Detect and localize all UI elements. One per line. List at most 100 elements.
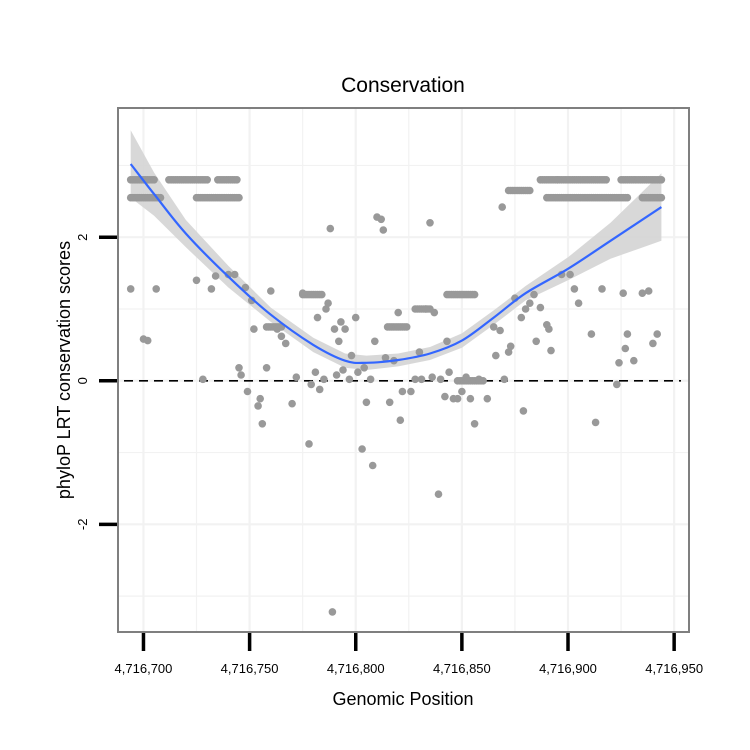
- data-point: [247, 296, 256, 305]
- data-point: [602, 176, 610, 184]
- data-point: [396, 416, 405, 425]
- data-point: [466, 394, 475, 403]
- data-point: [398, 387, 407, 396]
- data-point: [496, 326, 504, 335]
- data-point: [322, 305, 330, 313]
- data-point: [360, 364, 369, 372]
- data-point: [273, 325, 282, 333]
- data-point: [332, 371, 341, 379]
- chart-title: Conservation: [341, 74, 465, 97]
- data-point: [292, 373, 301, 382]
- data-point: [237, 371, 245, 379]
- data-point: [521, 305, 530, 313]
- x-tick-label: 4,716,850: [433, 661, 491, 676]
- plot-border: [117, 107, 690, 633]
- data-point: [417, 375, 426, 384]
- data-point: [458, 387, 466, 396]
- data-point: [254, 402, 262, 410]
- data-point: [126, 285, 135, 293]
- x-axis-title: Genomic Position: [332, 689, 473, 709]
- data-point: [532, 337, 540, 346]
- data-points: [126, 176, 666, 616]
- data-point: [530, 290, 538, 299]
- data-point: [630, 356, 638, 365]
- data-point: [483, 394, 492, 403]
- data-point: [235, 193, 243, 202]
- plot-panel: [118, 108, 689, 632]
- data-point: [311, 368, 320, 377]
- data-point: [281, 339, 290, 348]
- data-point: [462, 373, 470, 382]
- data-point: [324, 299, 332, 308]
- data-point: [470, 290, 479, 299]
- data-point: [402, 323, 411, 331]
- data-point: [341, 325, 349, 333]
- data-point: [547, 346, 555, 355]
- data-point: [536, 303, 545, 312]
- data-point: [517, 313, 526, 322]
- data-point: [489, 323, 498, 331]
- data-point: [150, 176, 158, 184]
- data-point: [621, 344, 630, 353]
- data-point: [574, 299, 583, 308]
- data-point: [305, 440, 313, 448]
- data-point: [436, 375, 445, 384]
- data-point: [233, 176, 241, 184]
- y-axis: -2 0 2: [75, 234, 117, 531]
- data-point: [434, 490, 443, 499]
- data-point: [470, 420, 479, 428]
- data-point: [207, 285, 216, 293]
- data-point: [504, 348, 513, 356]
- x-tick-label: 4,716,750: [221, 661, 279, 676]
- data-point: [313, 313, 322, 322]
- data-point: [143, 336, 152, 345]
- data-point: [587, 330, 596, 338]
- smooth-curve: [129, 163, 663, 365]
- data-point: [328, 608, 337, 616]
- data-point: [351, 313, 360, 322]
- data-point: [315, 385, 324, 394]
- data-point: [644, 287, 653, 295]
- data-point: [426, 219, 434, 227]
- data-point: [211, 272, 220, 280]
- y-axis-title: phyloP LRT conservation scores: [54, 241, 74, 499]
- data-point: [598, 285, 606, 293]
- data-point: [407, 387, 415, 396]
- data-point: [498, 203, 507, 211]
- data-point: [619, 289, 627, 298]
- data-point: [298, 289, 307, 298]
- data-point: [566, 270, 574, 279]
- data-point: [366, 375, 375, 384]
- data-point: [623, 330, 632, 338]
- data-point: [326, 224, 335, 233]
- data-point: [354, 368, 362, 377]
- y-tick-label: 2: [75, 234, 90, 241]
- data-point: [422, 305, 430, 313]
- y-tick-label: -2: [75, 519, 90, 531]
- data-point: [492, 351, 500, 360]
- data-point: [377, 215, 386, 224]
- data-point: [199, 375, 207, 384]
- data-point: [192, 276, 201, 285]
- data-point: [368, 461, 377, 470]
- data-point: [623, 193, 632, 202]
- data-point: [381, 354, 390, 362]
- data-point: [152, 285, 160, 293]
- data-point: [235, 364, 243, 372]
- data-point: [394, 308, 403, 317]
- x-axis: 4,716,700 4,716,750 4,716,800 4,716,850 4,71…: [115, 633, 703, 676]
- data-point: [519, 407, 528, 415]
- data-point: [657, 176, 666, 184]
- confidence-ribbon: [130, 130, 662, 370]
- data-point: [243, 387, 252, 396]
- data-point: [241, 283, 250, 292]
- data-point: [428, 373, 437, 382]
- grid-lines: [118, 108, 689, 632]
- data-point: [339, 366, 347, 374]
- data-point: [277, 332, 286, 341]
- data-point: [335, 337, 343, 346]
- data-point: [371, 337, 379, 346]
- data-point: [657, 193, 666, 202]
- data-point: [411, 375, 420, 384]
